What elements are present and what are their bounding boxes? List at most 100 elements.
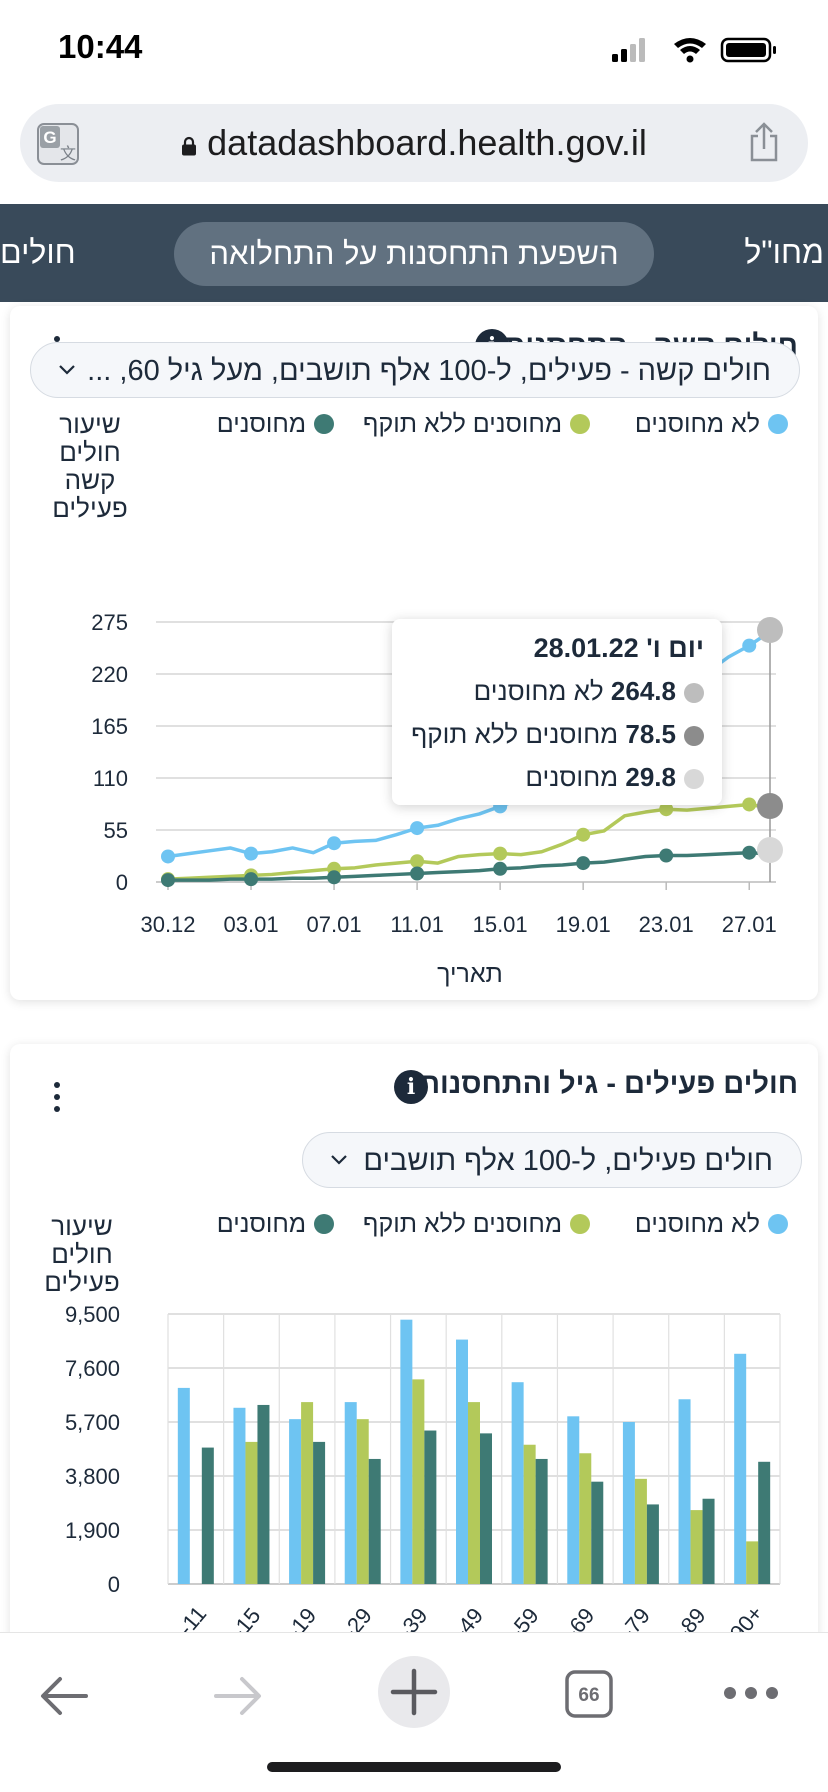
data-point-unvaccinated[interactable]	[742, 638, 757, 653]
legend-dot	[314, 414, 334, 434]
forward-arrow-icon[interactable]	[212, 1673, 264, 1719]
data-point-expired[interactable]	[410, 854, 425, 869]
y-tick-label: 220	[91, 662, 128, 687]
nav-tab-abroad[interactable]: מחו"ל	[744, 234, 824, 270]
bar-vaccinated[interactable]	[313, 1441, 326, 1584]
metric-select[interactable]: חולים קשה - פעילים, ל-100 אלף תושבים, מע…	[30, 342, 800, 398]
bar-unvaccinated[interactable]	[400, 1319, 413, 1584]
data-point-vaccinated[interactable]	[493, 861, 508, 876]
bar-vaccinated[interactable]	[535, 1458, 548, 1584]
legend-item-vaccinated[interactable]: מחוסנים	[217, 410, 334, 439]
tooltip-row-unvaccinated: 264.8 לא מחוסנים	[392, 676, 704, 707]
bar-expired[interactable]	[579, 1453, 592, 1584]
bar-vaccinated[interactable]	[702, 1498, 715, 1584]
svg-text:66: 66	[578, 1685, 599, 1706]
bar-vaccinated[interactable]	[201, 1447, 214, 1584]
share-icon[interactable]	[746, 122, 782, 164]
bar-expired[interactable]	[412, 1379, 425, 1584]
nav-tab-patients[interactable]: חולים	[0, 234, 76, 270]
y-axis-label: שיעור חולים קשה פעילים	[52, 409, 128, 523]
data-point-unvaccinated[interactable]	[161, 849, 175, 864]
y-tick-label: 165	[91, 714, 128, 739]
new-tab-plus-icon[interactable]	[377, 1655, 451, 1729]
info-icon[interactable]: i	[394, 1070, 428, 1104]
metric-select[interactable]: חולים פעילים, ל-100 אלף תושבים	[302, 1132, 802, 1188]
y-tick-label: 7,600	[65, 1356, 120, 1381]
data-point-vaccinated[interactable]	[327, 870, 342, 885]
data-point-vaccinated[interactable]	[576, 856, 591, 871]
bar-unvaccinated[interactable]	[734, 1353, 747, 1584]
series-lines	[161, 630, 771, 888]
tooltip-row-expired: 78.5 מחוסנים ללא תוקף	[392, 719, 704, 750]
data-point-expired[interactable]	[659, 802, 674, 817]
hover-point-vaccinated	[757, 837, 783, 863]
data-point-unvaccinated[interactable]	[244, 846, 259, 861]
legend-item-expired[interactable]: מחוסנים ללא תוקף	[363, 410, 590, 439]
more-menu-icon[interactable]	[722, 1685, 780, 1701]
bars	[177, 1319, 771, 1584]
bar-vaccinated[interactable]	[424, 1430, 437, 1584]
bar-vaccinated[interactable]	[257, 1404, 270, 1584]
data-point-expired[interactable]	[742, 797, 757, 812]
bar-unvaccinated[interactable]	[289, 1419, 302, 1584]
bar-unvaccinated[interactable]	[511, 1382, 524, 1584]
bar-unvaccinated[interactable]	[233, 1407, 246, 1584]
legend-label: לא מחוסנים	[634, 410, 760, 438]
y-tick-label: 55	[104, 818, 128, 843]
bar-expired[interactable]	[746, 1541, 759, 1584]
bar-unvaccinated[interactable]	[678, 1399, 691, 1584]
legend-label: לא מחוסנים	[634, 1210, 760, 1238]
tabs-count-icon[interactable]: 66	[564, 1669, 614, 1719]
address-bar[interactable]: G 文 datadashboard.health.gov.il	[20, 104, 808, 182]
data-point-vaccinated[interactable]	[659, 848, 674, 863]
bar-vaccinated[interactable]	[646, 1504, 659, 1584]
legend-label: מחוסנים ללא תוקף	[362, 410, 562, 438]
legend-item-unvaccinated[interactable]: לא מחוסנים	[635, 410, 788, 439]
legend-item-vaccinated[interactable]: מחוסנים	[217, 1210, 334, 1239]
bar-expired[interactable]	[245, 1441, 258, 1584]
svg-text:文: 文	[60, 144, 76, 163]
bar-expired[interactable]	[523, 1444, 536, 1584]
legend-dot	[570, 1214, 590, 1234]
legend-item-unvaccinated[interactable]: לא מחוסנים	[635, 1210, 788, 1239]
bar-unvaccinated[interactable]	[456, 1339, 468, 1584]
bar-unvaccinated[interactable]	[567, 1416, 580, 1584]
data-point-vaccinated[interactable]	[410, 866, 425, 881]
data-point-expired[interactable]	[576, 827, 591, 842]
translate-icon[interactable]: G 文	[36, 122, 80, 166]
x-tick-label: 11.01	[390, 912, 443, 937]
bar-unvaccinated[interactable]	[622, 1422, 635, 1584]
legend-item-expired[interactable]: מחוסנים ללא תוקף	[363, 1210, 590, 1239]
y-tick-label: 3,800	[65, 1464, 120, 1489]
bar-expired[interactable]	[356, 1419, 369, 1584]
nav-tab-vaccination-effect[interactable]: השפעת התחסנות על התחלואה	[174, 222, 654, 286]
bar-unvaccinated[interactable]	[177, 1387, 190, 1584]
bar-vaccinated[interactable]	[758, 1461, 771, 1584]
back-arrow-icon[interactable]	[38, 1673, 90, 1719]
legend-dot	[314, 1214, 334, 1234]
x-tick-label: 07.01	[307, 912, 362, 937]
tooltip-label: מחוסנים ללא תוקף	[411, 719, 619, 749]
metric-select-value: חולים קשה - פעילים, ל-100 אלף תושבים, מע…	[87, 355, 771, 387]
bar-unvaccinated[interactable]	[344, 1402, 357, 1584]
svg-text:G: G	[43, 128, 56, 147]
data-point-vaccinated[interactable]	[161, 873, 175, 888]
data-point-unvaccinated[interactable]	[327, 836, 342, 851]
bar-vaccinated[interactable]	[480, 1433, 492, 1584]
data-point-vaccinated[interactable]	[742, 845, 757, 860]
data-point-vaccinated[interactable]	[244, 872, 259, 887]
y-axis-label: שיעור חולים פעילים	[44, 1211, 120, 1297]
bar-expired[interactable]	[634, 1478, 647, 1584]
bar-vaccinated[interactable]	[368, 1458, 381, 1584]
y-tick-label: 275	[91, 610, 128, 635]
bar-expired[interactable]	[468, 1402, 480, 1584]
bar-vaccinated[interactable]	[591, 1481, 604, 1584]
url-text[interactable]: datadashboard.health.gov.il	[20, 122, 808, 164]
cellular-signal-icon	[612, 38, 645, 62]
bar-expired[interactable]	[301, 1402, 314, 1584]
more-options-icon[interactable]	[54, 1082, 62, 1116]
data-point-expired[interactable]	[493, 846, 508, 861]
data-point-unvaccinated[interactable]	[410, 821, 425, 836]
bar-expired[interactable]	[690, 1510, 703, 1584]
